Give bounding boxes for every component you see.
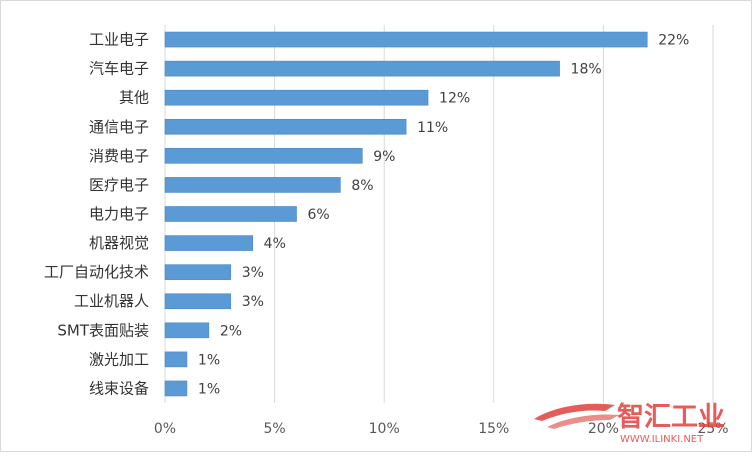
bar: [164, 31, 648, 48]
data-label: 3%: [242, 265, 264, 281]
category-label: 机器视觉: [89, 234, 149, 252]
x-tick-label: 0%: [154, 421, 176, 437]
watermark-swoosh-icon: [534, 403, 619, 429]
category-label: 电力电子: [89, 205, 149, 223]
category-label: 其他: [119, 89, 149, 107]
bars-group: [164, 31, 648, 397]
watermark-text: 智汇工业: [617, 402, 725, 433]
bar: [164, 322, 210, 339]
category-label: 工业电子: [89, 31, 149, 49]
bar: [164, 293, 232, 310]
x-tick-labels: 0% 5% 10% 15% 20% 25%: [154, 421, 729, 437]
data-label: 22%: [658, 33, 689, 49]
bar: [164, 351, 188, 368]
bar: [164, 177, 341, 193]
x-tick-label: 20%: [588, 421, 619, 437]
bar: [164, 118, 407, 135]
data-label: 6%: [308, 207, 330, 223]
data-label: 18%: [571, 62, 602, 78]
category-label: 汽车电子: [89, 60, 149, 78]
data-label: 8%: [351, 178, 373, 194]
bar: [164, 206, 297, 222]
category-label: 激光加工: [89, 350, 149, 368]
category-label: 工业机器人: [74, 292, 149, 310]
bar: [164, 235, 253, 251]
data-label: 12%: [439, 91, 470, 107]
data-label: 2%: [220, 323, 242, 339]
data-label: 3%: [242, 294, 264, 310]
data-label: 11%: [417, 120, 448, 136]
grid-lines: [164, 25, 714, 403]
x-tick-label: 10%: [369, 421, 400, 437]
category-label: 通信电子: [89, 118, 149, 136]
x-tick-label: 25%: [697, 421, 728, 437]
watermark-subtext: WWW.ILINKI.NET: [620, 434, 704, 445]
bar: [164, 148, 363, 164]
category-label: SMT表面贴装: [57, 321, 149, 339]
value-labels: 22%18%12%11%9%8%6%4%3%3%2%1%1%: [198, 33, 689, 398]
category-labels: 工业电子汽车电子其他通信电子消费电子医疗电子电力电子机器视觉工厂自动化技术工业机…: [44, 31, 149, 398]
category-label: 工厂自动化技术: [44, 263, 149, 281]
data-label: 1%: [198, 381, 220, 397]
bar: [164, 264, 232, 280]
category-label: 线束设备: [89, 379, 149, 397]
data-label: 4%: [264, 236, 286, 252]
bar: [164, 380, 188, 397]
bar: [164, 60, 560, 77]
watermark-logo: 智汇工业 WWW.ILINKI.NET: [534, 402, 725, 445]
bar: [164, 89, 429, 106]
category-label: 医疗电子: [89, 176, 149, 194]
data-label: 9%: [373, 149, 395, 165]
x-tick-label: 15%: [478, 421, 509, 437]
x-tick-label: 5%: [263, 421, 285, 437]
category-label: 消费电子: [89, 147, 149, 165]
data-label: 1%: [198, 352, 220, 368]
